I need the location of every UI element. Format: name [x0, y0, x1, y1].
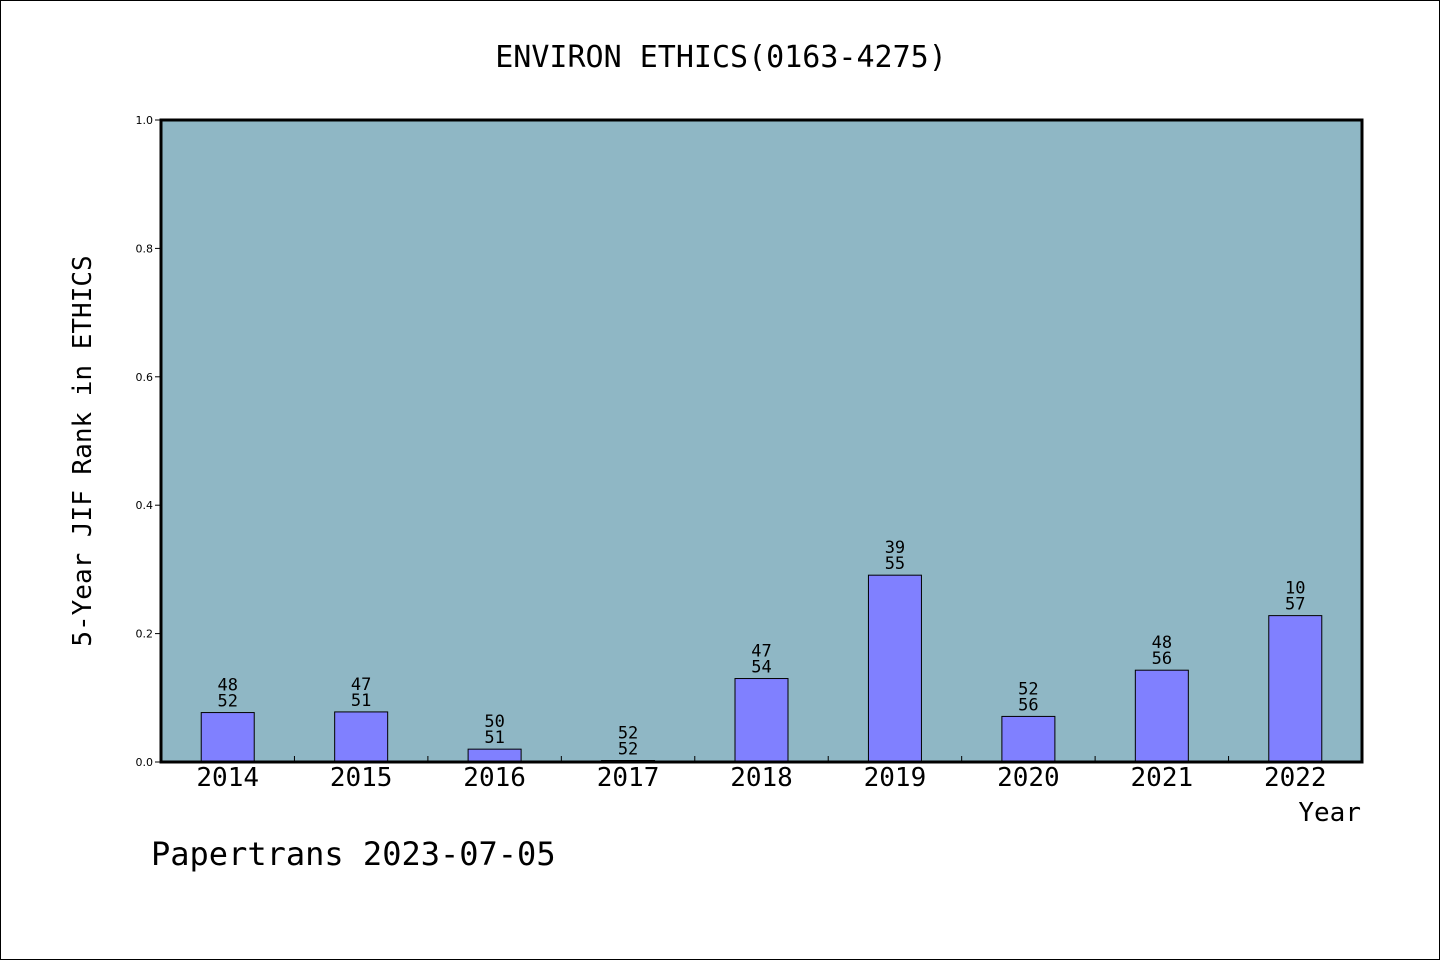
bar-label-rank-2020: 52 — [1018, 679, 1038, 699]
y-tick-label: 0.4 — [136, 499, 154, 512]
footer-text: Papertrans 2023-07-05 — [151, 835, 556, 873]
x-tick-label: 2021 — [1131, 763, 1194, 793]
plot-area — [161, 120, 1362, 762]
bar-label-total-2017: 52 — [618, 740, 638, 760]
x-tick-label: 2016 — [463, 763, 526, 793]
bar-label-rank-2015: 47 — [351, 675, 371, 695]
bar-label-total-2021: 56 — [1152, 649, 1172, 669]
x-axis-label: Year — [1298, 798, 1361, 828]
x-tick-label: 2015 — [330, 763, 393, 793]
bar-2021 — [1134, 669, 1189, 763]
bar-label-total-2018: 54 — [751, 658, 771, 678]
y-tick-label: 0.8 — [136, 242, 154, 255]
bar-2015 — [334, 711, 389, 763]
bar-2014 — [200, 712, 255, 763]
bar-label-rank-2017: 52 — [618, 724, 638, 744]
x-tick-label: 2017 — [597, 763, 660, 793]
bar-label-rank-2021: 48 — [1152, 633, 1172, 653]
bar-label-total-2019: 55 — [885, 554, 905, 574]
bar-label-total-2015: 51 — [351, 691, 371, 711]
y-axis: 0.0 0.2 0.4 0.6 0.8 1.0 — [136, 114, 161, 769]
y-tick-label: 1.0 — [136, 114, 154, 127]
bar-label-rank-2022: 10 — [1285, 579, 1305, 599]
x-axis: 2014 2015 2016 2017 2018 2019 2020 2021 2022 — [196, 756, 1327, 793]
bar-2016 — [467, 748, 522, 763]
bar-label-total-2016: 51 — [484, 728, 504, 748]
x-tick-label: 2020 — [997, 763, 1060, 793]
x-tick-label: 2014 — [196, 763, 259, 793]
bar-2019 — [867, 574, 922, 763]
x-tick-label: 2022 — [1264, 763, 1327, 793]
bar-label-rank-2016: 50 — [484, 712, 504, 732]
bar-label-rank-2019: 39 — [885, 538, 905, 558]
bar-2018 — [734, 678, 789, 763]
bar-2022 — [1268, 615, 1323, 763]
bar-2020 — [1001, 715, 1056, 763]
y-tick-label: 0.6 — [136, 371, 154, 384]
bar-label-total-2014: 52 — [217, 692, 237, 712]
x-tick-label: 2018 — [730, 763, 793, 793]
bar-label-total-2020: 56 — [1018, 695, 1038, 715]
bar-label-rank-2018: 47 — [751, 642, 771, 662]
bar-label-rank-2014: 48 — [217, 676, 237, 696]
plot-border — [159, 118, 1364, 764]
x-tick-label: 2019 — [864, 763, 927, 793]
bar-label-total-2022: 57 — [1285, 595, 1305, 615]
y-tick-label: 0.2 — [136, 628, 154, 641]
chart-title: ENVIRON ETHICS(0163-4275) — [495, 40, 947, 75]
y-axis-label: 5-Year JIF Rank in ETHICS — [68, 255, 98, 646]
y-tick-label: 0.0 — [136, 756, 154, 769]
